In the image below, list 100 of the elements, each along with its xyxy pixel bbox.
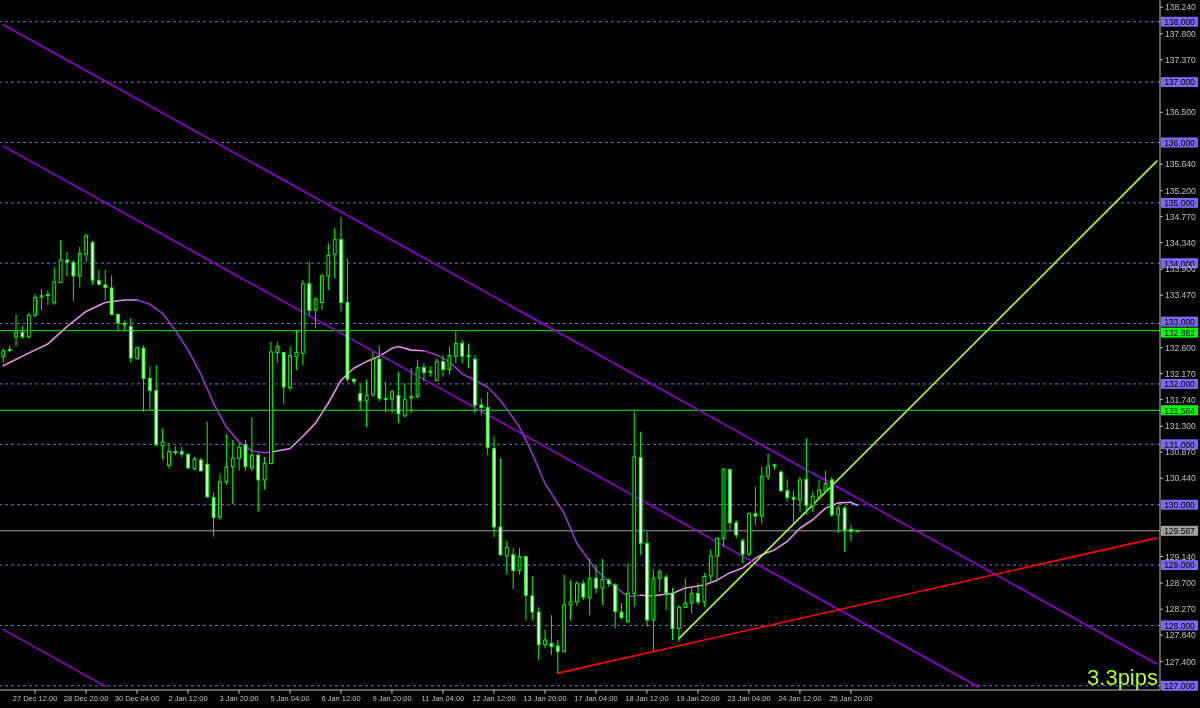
candlestick <box>798 476 802 513</box>
candlestick <box>230 439 235 505</box>
line-series <box>270 345 425 453</box>
ref-line-label: 138.000 <box>1164 17 1196 28</box>
ref-line-label: 136.000 <box>1164 137 1196 148</box>
candlestick <box>836 504 841 534</box>
candlestick <box>441 354 445 378</box>
candlestick <box>683 577 688 609</box>
candlestick <box>71 259 76 302</box>
candlestick <box>810 490 815 513</box>
candlestick <box>33 293 38 318</box>
candlestick <box>549 614 554 656</box>
candlestick <box>530 575 535 622</box>
candlestick <box>715 536 720 581</box>
ref-line-label: 133.000 <box>1164 316 1196 327</box>
ref-line-label: 132.882 <box>1164 327 1196 338</box>
candlestick <box>262 456 267 491</box>
line-series <box>423 349 642 598</box>
candlestick <box>568 579 573 622</box>
candlestick <box>460 339 465 364</box>
y-tick-label: 127.400 <box>1165 656 1196 667</box>
y-tick-label: 138.240 <box>1165 2 1196 13</box>
candlestick <box>600 558 605 606</box>
ref-line-label: 137.000 <box>1164 77 1196 88</box>
candlestick <box>275 341 280 364</box>
y-tick-label: 131.300 <box>1165 421 1196 432</box>
candlestick <box>167 442 171 469</box>
y-tick-label: 129.140 <box>1165 551 1196 562</box>
ref-line-label: 127.000 <box>1164 681 1196 692</box>
candlestick <box>39 288 44 311</box>
candlestick <box>785 478 790 503</box>
candlestick <box>689 586 694 614</box>
candlestick <box>740 537 745 564</box>
candlestick <box>84 233 89 263</box>
candlestick <box>823 470 828 494</box>
ref-line-label: 135.000 <box>1164 198 1196 209</box>
candlestick <box>103 269 108 301</box>
candlestick <box>664 574 669 611</box>
candlestick <box>587 558 592 616</box>
candlestick <box>237 442 241 472</box>
candlestick <box>817 479 821 501</box>
candlestick <box>657 568 662 593</box>
y-tick-label: 130.870 <box>1165 447 1196 458</box>
candlestick <box>45 289 50 306</box>
candlestick <box>428 365 433 378</box>
candlestick <box>65 251 69 277</box>
candlestick <box>504 540 509 576</box>
ref-line-label: 129.000 <box>1164 560 1196 571</box>
ref-line-label: 129.567 <box>1164 526 1196 537</box>
candlestick <box>160 428 165 461</box>
candlestick <box>517 547 522 576</box>
candlestick <box>791 489 796 524</box>
candlestick <box>52 266 57 306</box>
candlestick <box>422 362 426 383</box>
y-tick-label: 128.270 <box>1165 604 1196 615</box>
y-tick-label: 132.600 <box>1165 342 1196 353</box>
candlestick <box>766 452 771 481</box>
candlestick <box>58 239 63 284</box>
candlestick <box>575 580 579 607</box>
candlestick <box>543 629 547 649</box>
candlestick <box>511 547 516 590</box>
y-tick-label: 134.340 <box>1165 237 1196 248</box>
candlestick <box>332 227 337 279</box>
candlestick <box>249 416 254 472</box>
candlestick <box>313 297 318 329</box>
y-tick-label: 135.640 <box>1165 159 1196 170</box>
candlestick <box>842 505 847 553</box>
line-series <box>2 299 138 367</box>
line-series <box>639 501 859 597</box>
candlestick <box>224 433 229 486</box>
candlestick <box>753 486 758 526</box>
y-tick-label: 132.170 <box>1165 368 1196 379</box>
candlestick <box>77 246 82 288</box>
ref-line-label: 131.000 <box>1164 439 1196 450</box>
y-tick-label: 127.840 <box>1165 630 1196 641</box>
candlestick <box>96 269 101 286</box>
y-tick-label: 137.370 <box>1165 54 1196 65</box>
candlestick <box>447 346 452 376</box>
candlestick <box>434 358 439 383</box>
y-tick-label: 136.500 <box>1165 107 1196 118</box>
y-tick-label: 137.800 <box>1165 28 1196 39</box>
candlestick <box>581 579 586 601</box>
y-tick-label: 135.200 <box>1165 185 1196 196</box>
candlestick <box>849 524 853 542</box>
candlestick <box>211 492 216 538</box>
ref-line-label: 130.000 <box>1164 499 1196 510</box>
y-tick-label: 134.770 <box>1165 211 1196 222</box>
candlestick <box>243 439 248 472</box>
candlestick <box>594 564 598 594</box>
annotation: 3.3pips <box>1087 665 1158 690</box>
line-series <box>136 299 272 454</box>
ref-line-label: 128.000 <box>1164 620 1196 631</box>
ref-line-label: 132.000 <box>1164 379 1196 390</box>
candlestick <box>676 604 681 643</box>
candlestick <box>466 342 471 369</box>
candlestick <box>555 639 560 674</box>
candlestick <box>326 242 331 291</box>
y-tick-label: 131.740 <box>1165 394 1196 405</box>
y-tick-label: 130.440 <box>1165 473 1196 484</box>
ref-line-label: 131.564 <box>1164 405 1196 416</box>
